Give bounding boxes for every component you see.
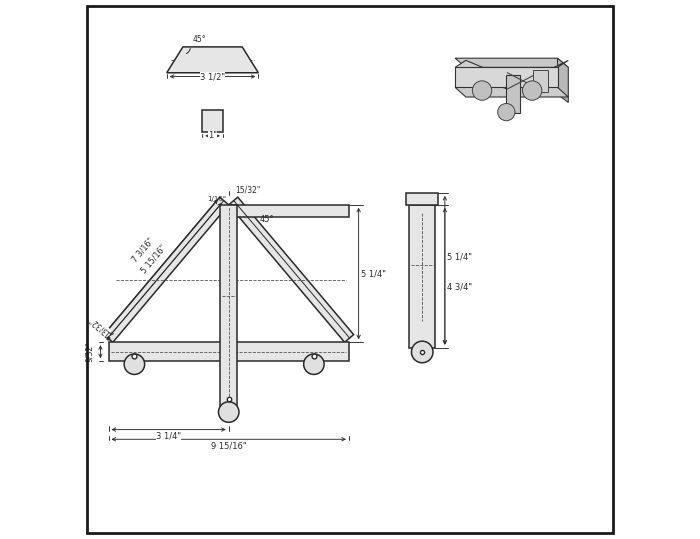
Text: 3 1/2": 3 1/2" [200,72,225,81]
Bar [533,70,548,92]
Polygon shape [557,58,568,102]
Polygon shape [104,197,229,342]
Polygon shape [455,60,522,91]
Text: 9/32": 9/32" [85,341,94,362]
Bar [410,205,435,348]
Bar [220,205,237,407]
Text: 45°: 45° [193,35,206,44]
Polygon shape [167,47,258,73]
Bar [229,205,349,217]
Circle shape [522,81,542,100]
Text: 4 3/4": 4 3/4" [447,282,473,292]
Text: 3 1/4": 3 1/4" [156,432,181,440]
Text: 5 1/4": 5 1/4" [361,269,386,278]
Text: 45°: 45° [260,215,274,224]
Polygon shape [455,87,568,97]
Text: 5 1/4": 5 1/4" [447,252,473,261]
Circle shape [218,402,239,423]
Circle shape [304,354,324,375]
Text: 1": 1" [208,132,217,140]
Polygon shape [455,58,568,67]
Bar [202,110,223,132]
Polygon shape [510,60,568,91]
Text: 7 3/16": 7 3/16" [130,236,155,264]
Circle shape [473,81,492,100]
Text: 1/16": 1/16" [207,196,226,202]
Text: 15/32": 15/32" [235,186,260,195]
Bar [108,342,349,361]
Text: 5 15/16": 5 15/16" [139,244,168,275]
Circle shape [124,354,145,375]
Bar [406,193,438,205]
Polygon shape [455,67,557,87]
Polygon shape [506,75,520,113]
Text: 13/32": 13/32" [87,314,112,338]
Text: 9 15/16": 9 15/16" [211,441,246,450]
Polygon shape [229,197,354,342]
Circle shape [498,103,515,121]
Circle shape [412,341,433,363]
